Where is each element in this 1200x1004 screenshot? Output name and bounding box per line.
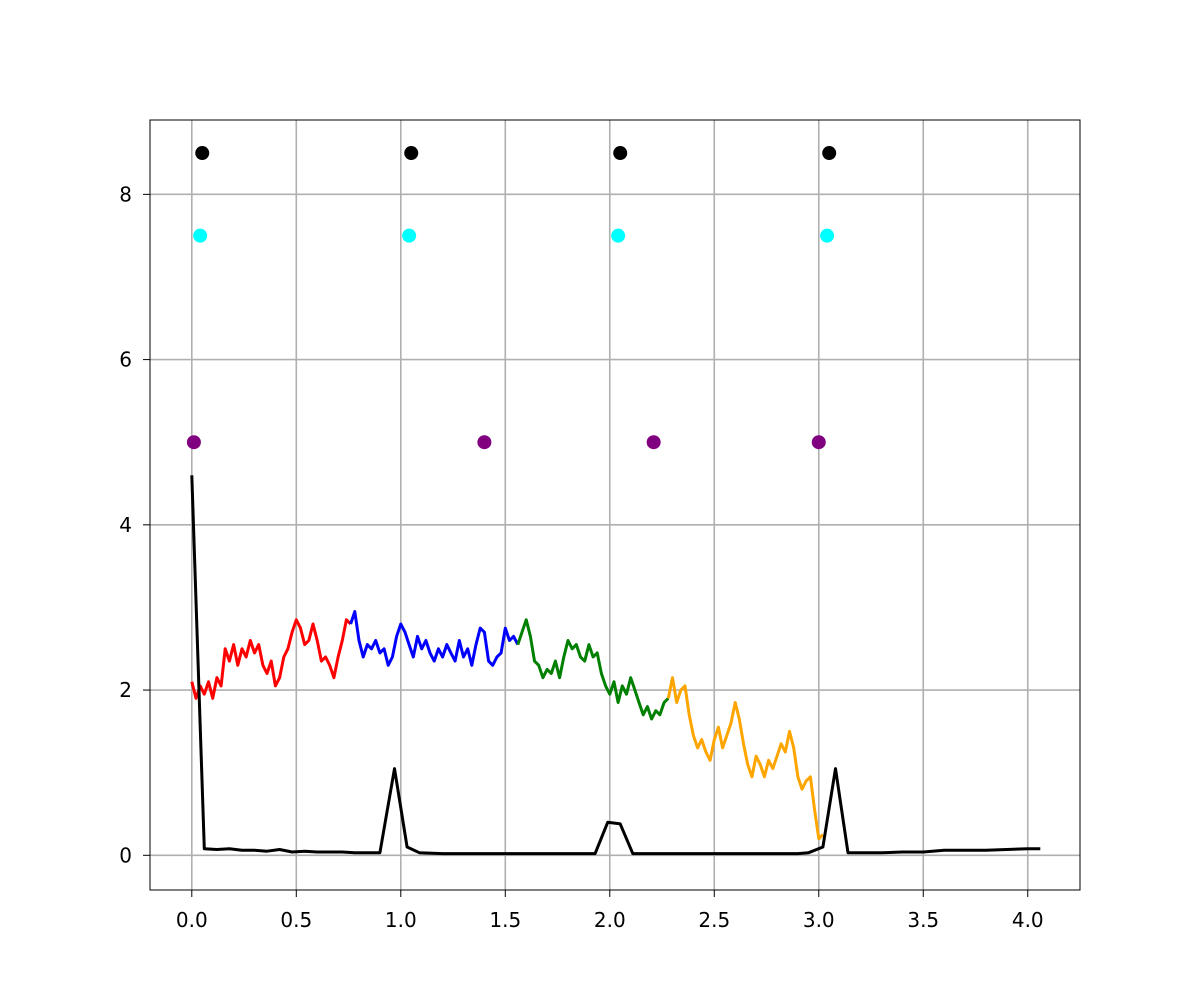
y-tick-label: 8 bbox=[119, 182, 132, 206]
scatter-point-series-2 bbox=[820, 228, 835, 243]
line-series-4 bbox=[666, 676, 824, 841]
scatter-point-series-3 bbox=[186, 435, 201, 450]
line-series-3 bbox=[516, 618, 670, 721]
x-tick-label: 0.5 bbox=[280, 908, 312, 932]
x-tick-label: 3.5 bbox=[907, 908, 939, 932]
scatter-point-series-1 bbox=[613, 146, 628, 161]
x-tick-label: 4.0 bbox=[1012, 908, 1044, 932]
scatter-point-series-3 bbox=[646, 435, 661, 450]
scatter-point-series-1 bbox=[195, 146, 210, 161]
axis-ticks: 0.0 0.5 1.0 1.5 2.0 2.5 3.0 3.5 4.0 0 2 4 6 8 bbox=[119, 182, 1043, 932]
scatter-point-series-1 bbox=[404, 146, 419, 161]
scatter-point-series-2 bbox=[193, 228, 208, 243]
scatter-point-series-3 bbox=[811, 435, 826, 450]
plot-series bbox=[186, 146, 1041, 856]
x-tick-label: 0.0 bbox=[176, 908, 208, 932]
line-series-2 bbox=[349, 610, 520, 667]
plot-frame bbox=[149, 119, 1081, 891]
scatter-point-series-2 bbox=[611, 228, 626, 243]
x-tick-label: 1.5 bbox=[489, 908, 521, 932]
scatter-point-series-1 bbox=[822, 146, 837, 161]
y-tick-label: 4 bbox=[119, 513, 132, 537]
x-tick-label: 1.0 bbox=[385, 908, 417, 932]
y-tick-label: 2 bbox=[119, 678, 132, 702]
x-tick-label: 3.0 bbox=[803, 908, 835, 932]
line-series-5 bbox=[190, 475, 1041, 856]
scatter-point-series-2 bbox=[402, 228, 417, 243]
x-tick-label: 2.0 bbox=[594, 908, 626, 932]
y-tick-label: 6 bbox=[119, 348, 132, 372]
scatter-point-series-3 bbox=[477, 435, 492, 450]
y-tick-label: 0 bbox=[119, 843, 132, 867]
line-series-1 bbox=[190, 618, 352, 700]
x-tick-label: 2.5 bbox=[698, 908, 730, 932]
